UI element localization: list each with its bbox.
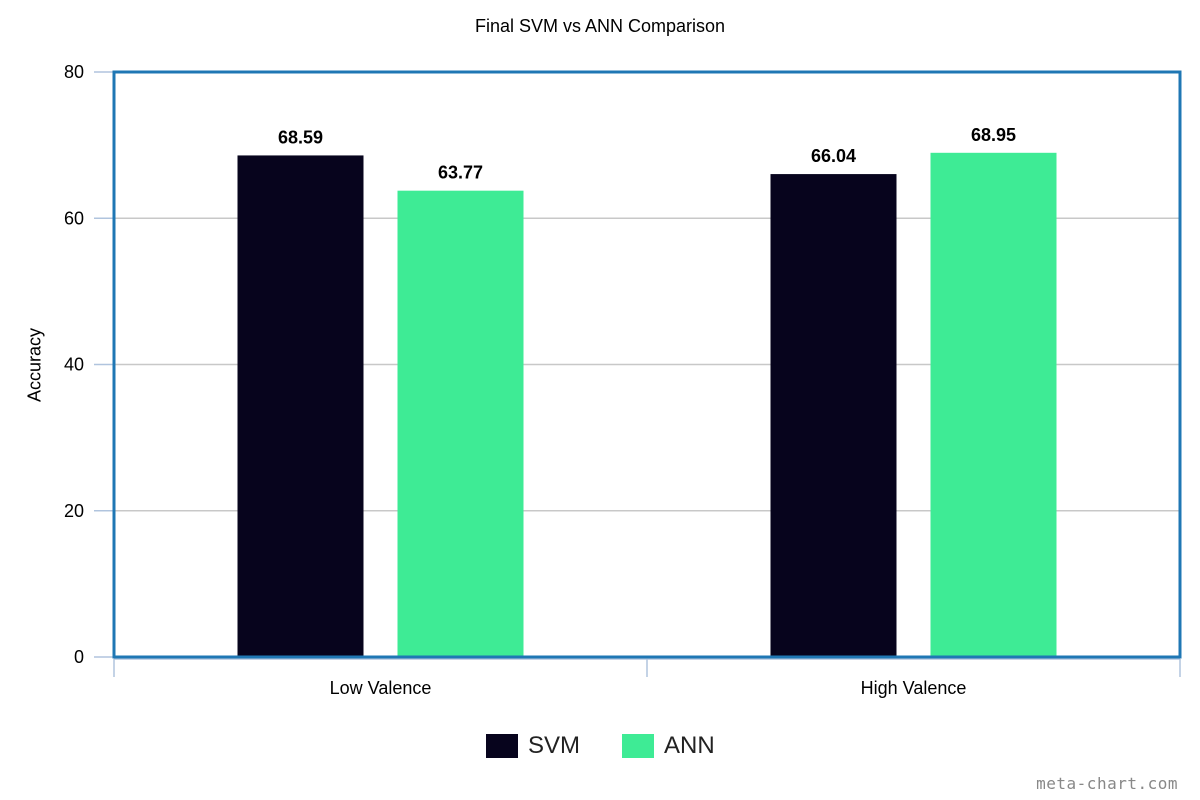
bar-svm-high-valence[interactable] bbox=[770, 174, 897, 657]
bar-label-svm-high-valence: 66.04 bbox=[811, 146, 856, 166]
bar-label-svm-low-valence: 68.59 bbox=[278, 127, 323, 147]
legend-item-ann[interactable]: ANN bbox=[622, 732, 715, 760]
bar-ann-high-valence[interactable] bbox=[930, 152, 1057, 657]
legend-label-ann: ANN bbox=[664, 732, 715, 759]
legend-item-svm[interactable]: SVM bbox=[486, 732, 580, 760]
legend-swatch-svm bbox=[486, 734, 518, 758]
bar-label-ann-low-valence: 63.77 bbox=[438, 163, 483, 183]
watermark: meta-chart.com bbox=[1036, 774, 1178, 793]
legend-label-svm: SVM bbox=[528, 732, 581, 759]
y-tick-label-20: 20 bbox=[64, 501, 84, 521]
bar-svm-low-valence[interactable] bbox=[237, 155, 364, 658]
chart-title: Final SVM vs ANN Comparison bbox=[474, 16, 726, 36]
x-tick-label-high-valence: High Valence bbox=[861, 678, 967, 698]
x-tick-label-low-valence: Low Valence bbox=[330, 678, 432, 698]
plot-border bbox=[112, 70, 1182, 659]
y-tick-label-40: 40 bbox=[64, 355, 84, 375]
legend: SVM ANN bbox=[486, 732, 757, 760]
bar-ann-low-valence[interactable] bbox=[397, 190, 524, 657]
y-tick-label-0: 0 bbox=[74, 647, 84, 667]
legend-swatch-ann bbox=[622, 734, 655, 758]
bar-label-ann-high-valence: 68.95 bbox=[971, 125, 1016, 145]
y-tick-label-60: 60 bbox=[64, 208, 84, 228]
y-tick-label-80: 80 bbox=[64, 62, 84, 82]
